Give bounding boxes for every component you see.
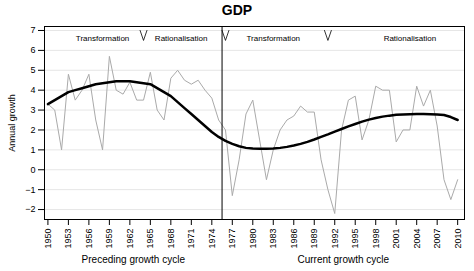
svg-text:1989: 1989 (309, 229, 319, 249)
svg-text:−1: −1 (25, 185, 35, 195)
svg-text:1950: 1950 (43, 229, 53, 249)
svg-text:3: 3 (30, 105, 35, 115)
svg-text:1980: 1980 (248, 229, 258, 249)
svg-text:1971: 1971 (186, 229, 196, 249)
svg-text:2004: 2004 (412, 229, 422, 249)
svg-text:1953: 1953 (63, 229, 73, 249)
svg-text:1995: 1995 (350, 229, 360, 249)
svg-text:Annual growth: Annual growth (7, 94, 17, 152)
svg-text:1959: 1959 (104, 229, 114, 249)
svg-text:2007: 2007 (432, 229, 442, 249)
svg-text:Rationalisation: Rationalisation (155, 34, 207, 43)
svg-text:1: 1 (30, 145, 35, 155)
svg-text:1983: 1983 (268, 229, 278, 249)
svg-text:6: 6 (30, 45, 35, 55)
svg-text:1974: 1974 (207, 229, 217, 249)
svg-text:2: 2 (30, 125, 35, 135)
svg-text:Rationalisation: Rationalisation (384, 34, 436, 43)
svg-text:4: 4 (30, 85, 35, 95)
svg-text:Transformation: Transformation (76, 34, 130, 43)
svg-text:1977: 1977 (227, 229, 237, 249)
svg-text:−2: −2 (25, 204, 35, 214)
svg-text:5: 5 (30, 65, 35, 75)
svg-text:Transformation: Transformation (247, 34, 301, 43)
svg-text:1962: 1962 (125, 229, 135, 249)
svg-text:0: 0 (30, 165, 35, 175)
svg-text:Current growth cycle: Current growth cycle (297, 254, 389, 265)
svg-text:2001: 2001 (391, 229, 401, 249)
svg-text:2010: 2010 (453, 229, 463, 249)
html-text:GDP: GDP (221, 2, 253, 18)
svg-text:7: 7 (30, 25, 35, 35)
svg-text:1998: 1998 (371, 229, 381, 249)
svg-text:1956: 1956 (84, 229, 94, 249)
svg-text:1986: 1986 (289, 229, 299, 249)
svg-text:1965: 1965 (145, 229, 155, 249)
svg-text:Preceding growth cycle: Preceding growth cycle (82, 254, 186, 265)
svg-text:1968: 1968 (166, 229, 176, 249)
svg-text:1992: 1992 (330, 229, 340, 249)
